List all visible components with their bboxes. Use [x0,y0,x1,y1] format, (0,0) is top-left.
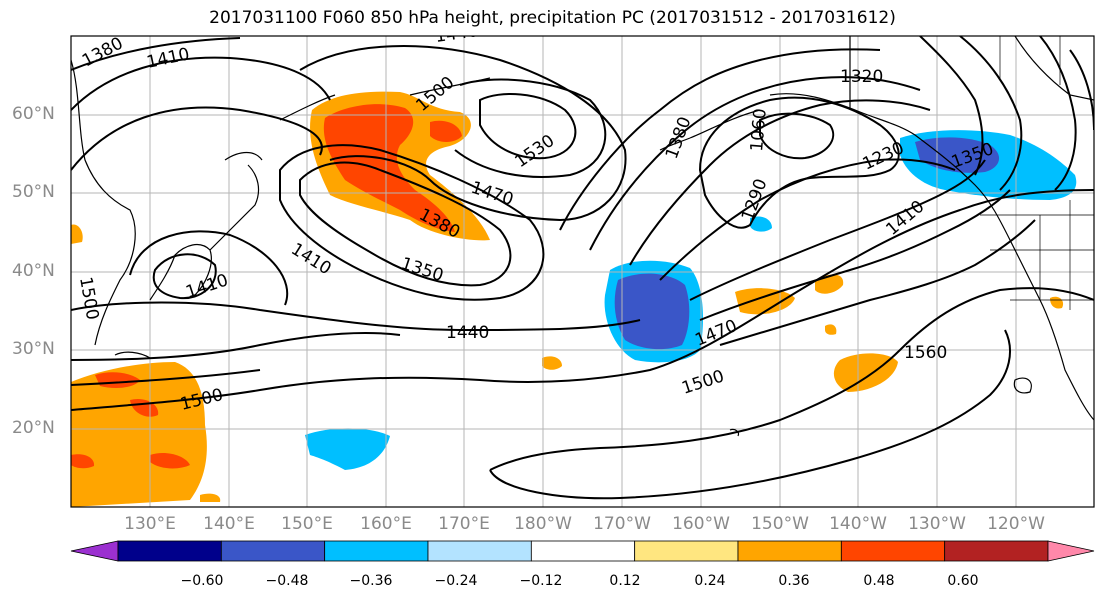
contour-label: 1500 [75,275,102,321]
lon-label: 180°W [514,514,572,534]
lat-label: 50°N [12,182,55,202]
lon-label: 130°W [908,514,966,534]
colorbar [70,540,1095,562]
lon-label: 160°E [360,514,412,534]
contour-label: 1060 [747,108,771,153]
colorbar-swatch [530,540,636,562]
colorbar-tick-label: 0.12 [609,573,641,589]
precip-positive-shading [71,91,1064,507]
contour-label: 1410 [287,239,334,279]
colorbar-tick-label: −0.36 [349,573,393,589]
colorbar-swatch [634,540,739,562]
colorbar-swatch [427,540,532,562]
lat-label: 40°N [12,261,55,281]
colorbar-tick-label: 0.48 [863,573,895,589]
colorbar-swatch [737,540,842,562]
contour-label: 1320 [840,67,883,87]
contour-label: 1350 [398,254,445,286]
contour-label: 1410 [145,44,191,73]
contour-label: 1440 [434,21,480,47]
contour-label: 1500 [679,366,726,398]
lon-label: 150°W [751,514,809,534]
lon-label: 150°E [281,514,333,534]
colorbar-tick-label: 0.60 [947,573,979,589]
colorbar-tick-label: 0.24 [694,573,726,589]
lon-label: 130°E [124,514,176,534]
contour-label: 1440 [446,323,489,343]
contour-label: 1230 [860,138,908,174]
colorbar-swatch [220,540,326,562]
colorbar-tick-label: −0.12 [519,573,563,589]
colorbar-swatch [117,540,222,562]
lat-label: 60°N [12,104,55,124]
colorbar-swatch [944,540,1049,562]
colorbar-tick-label: 0.36 [778,573,810,589]
contour-label: 1560 [904,343,947,363]
colorbar-extend-low [70,540,119,562]
colorbar-tick-label: −0.60 [180,573,224,589]
height-contours [71,36,1094,500]
lon-label: 170°W [593,514,651,534]
lon-label: 160°W [672,514,730,534]
lon-label: 140°W [829,514,887,534]
contour-label: 1380 [79,33,127,71]
contour-label: 1410 [183,270,230,302]
lon-label: 170°E [438,514,490,534]
colorbar-tick-label: −0.48 [265,573,309,589]
colorbar-swatch [840,540,946,562]
colorbar-extend-high [1047,540,1095,562]
lon-label: 140°E [203,514,255,534]
colorbar-tick-label: −0.24 [434,573,478,589]
lon-label: 120°W [987,514,1045,534]
colorbar-swatch [324,540,429,562]
map-frame [70,35,1095,508]
map-title: 2017031100 F060 850 hPa height, precipit… [209,8,896,28]
contour-label: 1530 [511,131,558,172]
lat-label: 20°N [12,418,55,438]
lat-label: 30°N [12,339,55,359]
